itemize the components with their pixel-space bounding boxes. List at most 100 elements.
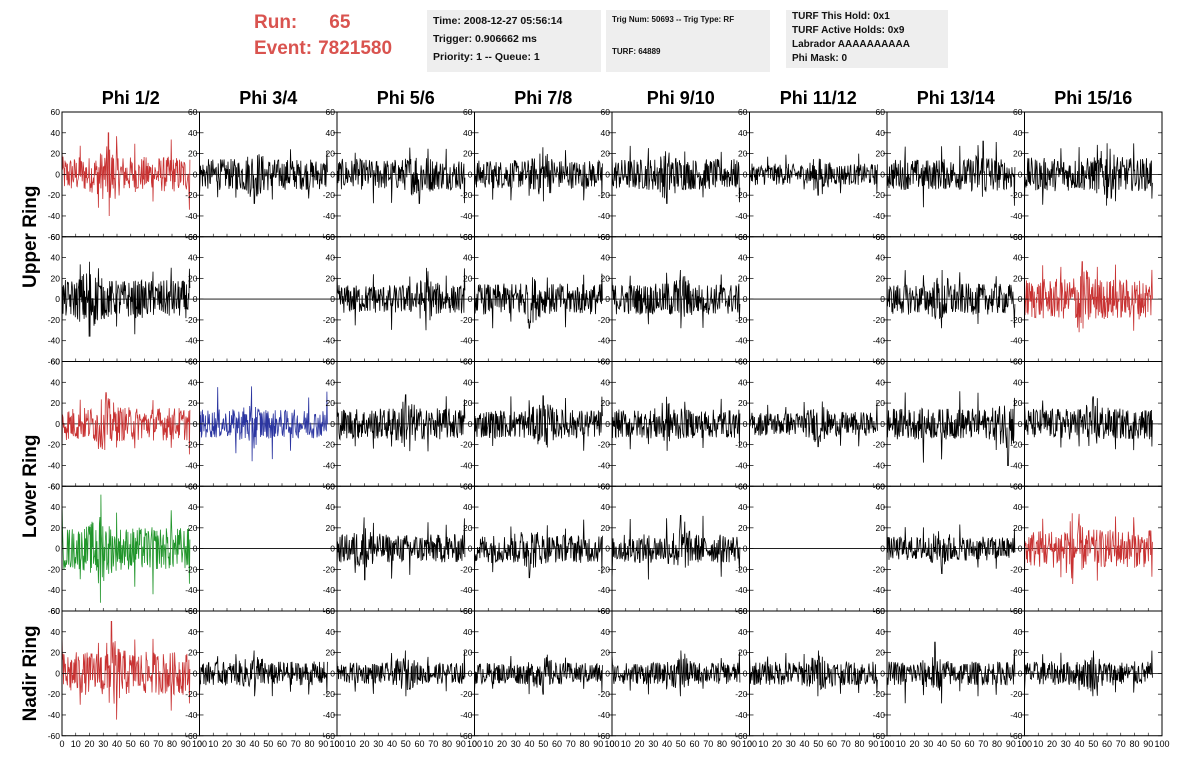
x-tick-label: 10 <box>483 739 493 749</box>
y-tick-label: 40 <box>601 377 611 387</box>
y-tick-label: 40 <box>51 377 61 387</box>
y-tick-label: 20 <box>876 398 886 408</box>
y-tick-label: 40 <box>463 627 473 637</box>
y-tick-label: 0 <box>880 668 885 678</box>
y-tick-label: 40 <box>876 627 886 637</box>
y-tick-label: 20 <box>1013 523 1023 533</box>
x-tick-label: 80 <box>167 739 177 749</box>
x-tick-label: 60 <box>1102 739 1112 749</box>
y-tick-label: 20 <box>188 149 198 159</box>
y-tick-label: -40 <box>323 585 336 595</box>
y-tick-label: -60 <box>323 481 336 491</box>
y-tick-label: 0 <box>468 294 473 304</box>
y-tick-label: 40 <box>463 377 473 387</box>
y-tick-label: 0 <box>880 294 885 304</box>
x-tick-label: 40 <box>937 739 947 749</box>
y-tick-label: 60 <box>326 232 336 242</box>
waveform-trace <box>1024 261 1153 333</box>
x-tick-label: 10 <box>346 739 356 749</box>
y-tick-label: 0 <box>193 544 198 554</box>
y-tick-label: -60 <box>323 731 336 741</box>
x-tick-label: 20 <box>359 739 369 749</box>
y-tick-label: 0 <box>55 169 60 179</box>
time-info-box: Time: 2008-12-27 05:56:14 Trigger: 0.906… <box>427 10 601 72</box>
y-tick-label: -60 <box>598 606 611 616</box>
x-tick-label: 0 <box>747 739 752 749</box>
y-tick-label: 60 <box>188 357 198 367</box>
y-tick-label: 60 <box>738 606 748 616</box>
y-tick-label: 20 <box>326 523 336 533</box>
waveform-trace <box>336 147 466 204</box>
y-tick-label: 40 <box>876 502 886 512</box>
y-tick-label: 40 <box>876 128 886 138</box>
x-tick-label: 100 <box>1017 739 1032 749</box>
waveform-trace <box>1024 396 1153 451</box>
y-tick-label: 40 <box>463 253 473 263</box>
y-tick-label: 0 <box>193 294 198 304</box>
waveform-trace <box>336 267 466 331</box>
waveform-trace <box>474 654 603 695</box>
y-tick-label: 20 <box>188 398 198 408</box>
x-tick-label: 90 <box>868 739 878 749</box>
y-tick-label: 20 <box>601 149 611 159</box>
y-tick-label: 20 <box>601 273 611 283</box>
y-tick-label: 60 <box>876 357 886 367</box>
x-tick-label: 60 <box>964 739 974 749</box>
waveform-trace <box>474 270 603 329</box>
trig-num-text: Trig Num: 50693 -- Trig Type: RF <box>612 15 735 24</box>
x-tick-label: 80 <box>992 739 1002 749</box>
y-tick-label: -60 <box>323 357 336 367</box>
y-tick-label: 0 <box>880 419 885 429</box>
y-tick-label: 40 <box>876 253 886 263</box>
y-tick-label: -60 <box>598 232 611 242</box>
y-tick-label: 0 <box>55 294 60 304</box>
y-tick-label: 40 <box>51 502 61 512</box>
waveform-trace <box>886 389 1016 466</box>
y-tick-label: -60 <box>48 731 61 741</box>
x-tick-label: 40 <box>524 739 534 749</box>
y-tick-label: 0 <box>55 544 60 554</box>
y-tick-label: 20 <box>188 523 198 533</box>
y-tick-label: -40 <box>873 460 886 470</box>
y-tick-label: -20 <box>1010 190 1023 200</box>
y-tick-label: -40 <box>598 211 611 221</box>
y-tick-label: -20 <box>323 190 336 200</box>
y-tick-label: 0 <box>743 294 748 304</box>
y-tick-label: 60 <box>463 107 473 117</box>
y-tick-label: 40 <box>601 627 611 637</box>
y-tick-label: -60 <box>873 731 886 741</box>
ring-label: Lower Ring <box>20 435 41 538</box>
y-tick-label: 0 <box>193 668 198 678</box>
x-tick-label: 40 <box>1074 739 1084 749</box>
y-tick-label: -60 <box>1010 357 1023 367</box>
y-tick-label: -60 <box>873 481 886 491</box>
y-tick-label: 20 <box>738 523 748 533</box>
y-tick-label: 0 <box>468 419 473 429</box>
y-tick-label: -60 <box>735 357 748 367</box>
event-value: 7821580 <box>318 38 393 59</box>
y-tick-label: 60 <box>188 232 198 242</box>
labrador-text: Labrador AAAAAAAAAA <box>792 39 910 50</box>
y-tick-label: 0 <box>743 668 748 678</box>
y-tick-label: -40 <box>1010 460 1023 470</box>
y-tick-label: -40 <box>735 460 748 470</box>
waveform-trace <box>1024 513 1153 585</box>
y-tick-label: 60 <box>326 481 336 491</box>
y-tick-label: 20 <box>738 398 748 408</box>
y-tick-label: 0 <box>605 544 610 554</box>
waveform-trace <box>611 145 741 204</box>
y-tick-label: 0 <box>330 294 335 304</box>
y-tick-label: -40 <box>460 710 473 720</box>
y-tick-label: -20 <box>185 564 198 574</box>
y-tick-label: 20 <box>326 648 336 658</box>
y-tick-label: 0 <box>1018 294 1023 304</box>
y-tick-label: -60 <box>48 232 61 242</box>
column-header: Phi 9/10 <box>647 88 715 108</box>
x-tick-label: 50 <box>263 739 273 749</box>
y-tick-label: -20 <box>1010 440 1023 450</box>
y-tick-label: 60 <box>1013 357 1023 367</box>
y-tick-label: -40 <box>598 336 611 346</box>
x-tick-label: 100 <box>879 739 894 749</box>
y-tick-label: 40 <box>876 377 886 387</box>
y-tick-label: -20 <box>323 440 336 450</box>
